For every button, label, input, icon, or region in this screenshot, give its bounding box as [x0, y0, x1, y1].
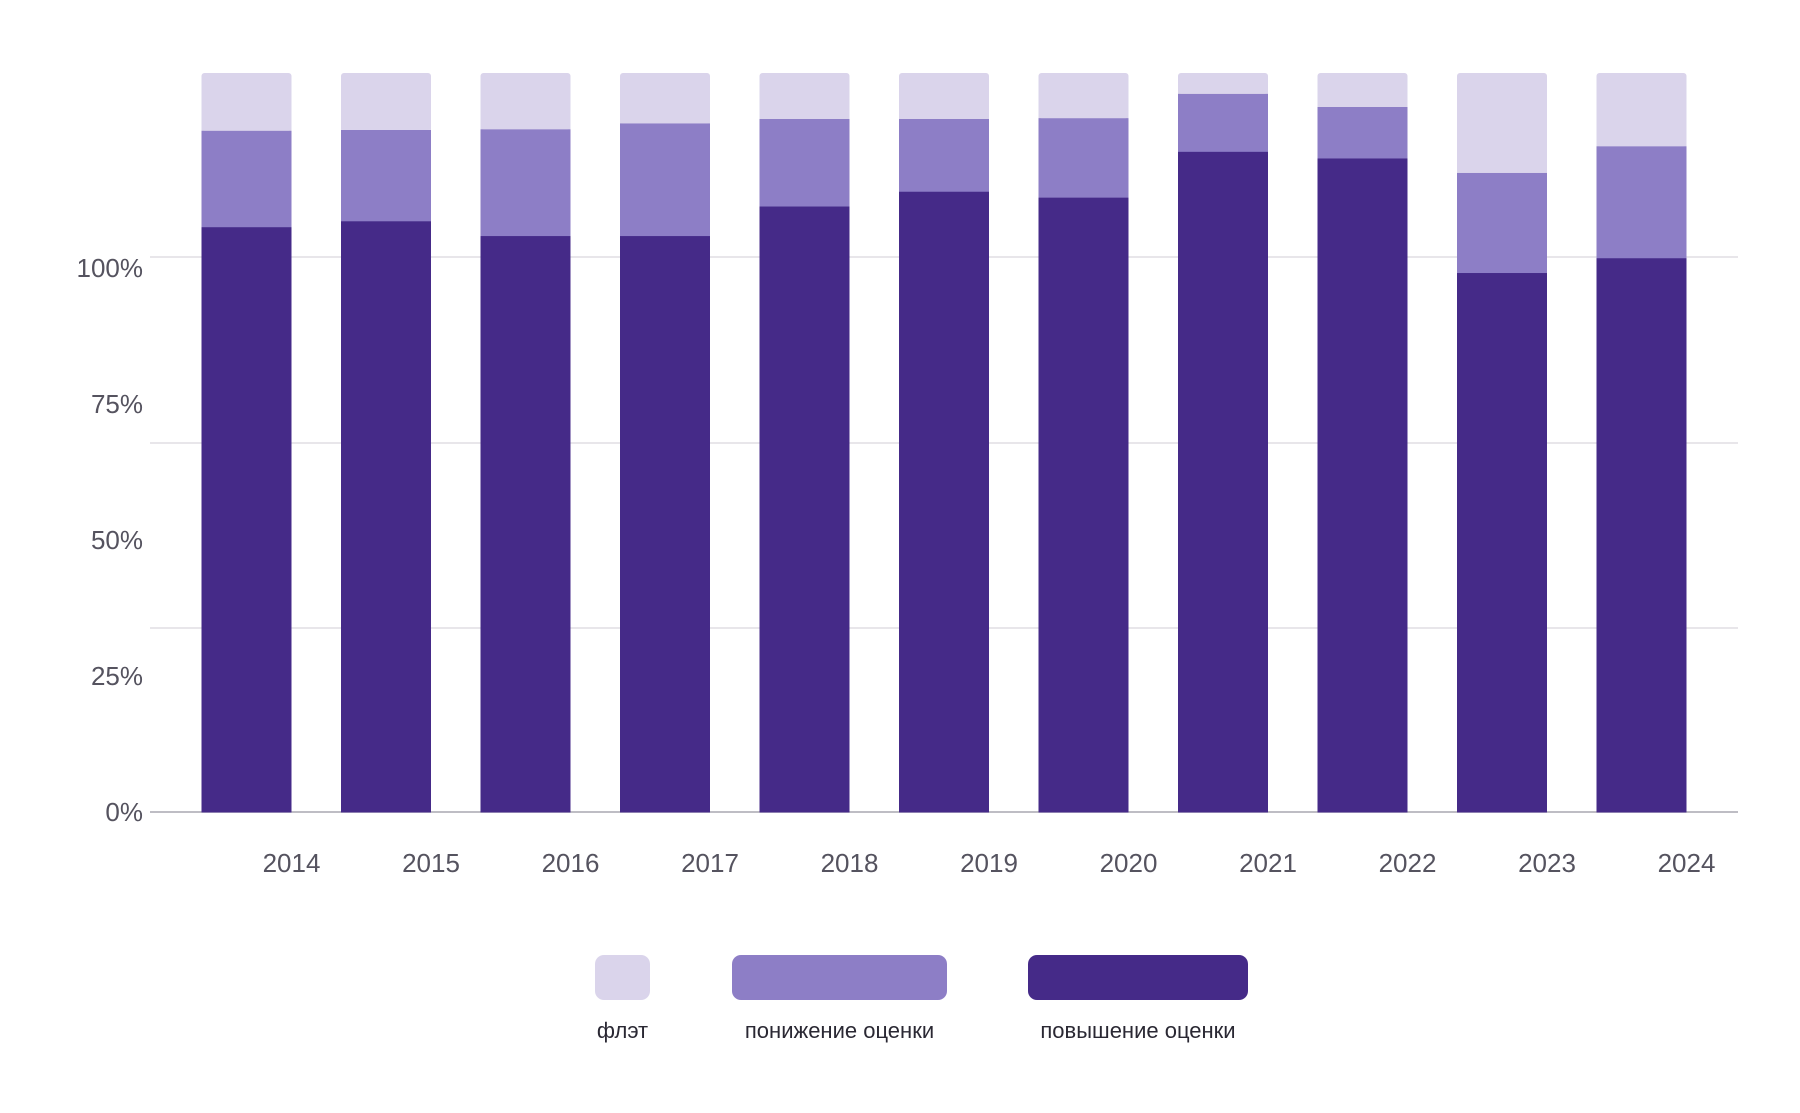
bar-segment [899, 118, 989, 192]
legend-label-upgrade: повышение оценки [1040, 1018, 1236, 1043]
bar-segment [1178, 93, 1268, 152]
bar-segment [759, 206, 850, 813]
bar-segment-fill [759, 77, 850, 119]
bar-segment [1038, 118, 1129, 198]
bars [201, 73, 1687, 813]
x-tick-label: 2019 [960, 848, 1018, 878]
bar-segment [1457, 272, 1547, 813]
x-tick-label: 2015 [402, 848, 460, 878]
bar-segment-fill [1457, 77, 1547, 173]
x-tick-label: 2018 [821, 848, 879, 878]
legend: флэт понижение оценки повышение оценки [0, 955, 1800, 1075]
bar-segment-fill [620, 77, 710, 124]
bar-segment [201, 130, 292, 228]
bar-segment-fill [341, 77, 431, 130]
x-axis: 2014 2015 2016 2017 2018 2019 2020 2021 2022 2023… [263, 848, 1716, 878]
x-tick-label: 2022 [1379, 848, 1437, 878]
bar-segment [1596, 257, 1687, 813]
legend-item-downgrade: понижение оценки [732, 955, 947, 1044]
y-tick-label: 0% [105, 797, 143, 827]
legend-item-upgrade: повышение оценки [1028, 955, 1248, 1044]
bar-segment-fill [480, 77, 571, 130]
x-tick-label: 2016 [542, 848, 600, 878]
legend-item-flat: флэт [595, 955, 650, 1044]
legend-label-flat: флэт [596, 1018, 649, 1043]
y-tick-label: 100% [77, 253, 144, 283]
x-tick-label: 2017 [681, 848, 739, 878]
bar-segment [480, 129, 571, 237]
bar-segment [759, 118, 850, 207]
bar-segment [620, 235, 710, 813]
bar-segment-fill [899, 77, 989, 119]
legend-swatch-downgrade [732, 955, 947, 1000]
y-tick-label: 25% [91, 661, 143, 691]
bar-segment-fill [1317, 77, 1408, 107]
bar-segment [899, 191, 989, 813]
bar-segment [1457, 172, 1547, 274]
bar-segment [341, 220, 431, 813]
bar-segment-fill [1038, 77, 1129, 119]
bar-segment [620, 123, 710, 237]
legend-label-downgrade: понижение оценки [744, 1018, 935, 1043]
bar-segment-fill [201, 77, 292, 131]
y-axis: 0% 25% 50% 75% 100% [77, 253, 144, 827]
bar-segment [1317, 106, 1408, 159]
x-tick-label: 2023 [1518, 848, 1576, 878]
x-tick-label: 2024 [1658, 848, 1716, 878]
x-tick-label: 2014 [263, 848, 321, 878]
stacked-bar-chart: 0% 25% 50% 75% 100% 2014 2015 2016 2017 2018 2019… [77, 73, 1738, 878]
y-tick-label: 75% [91, 389, 143, 419]
bar-segment [201, 226, 292, 813]
bar-segment [1596, 146, 1687, 259]
bar-segment [341, 129, 431, 222]
x-tick-label: 2020 [1100, 848, 1158, 878]
bar-segment [1178, 151, 1268, 813]
bar-segment [480, 235, 571, 813]
bar-segment [1038, 197, 1129, 813]
x-tick-label: 2021 [1239, 848, 1297, 878]
bar-segment-fill [1596, 77, 1687, 147]
y-tick-label: 50% [91, 525, 143, 555]
bar-segment [1317, 157, 1408, 813]
legend-swatch-flat [595, 955, 650, 1000]
legend-swatch-upgrade [1028, 955, 1248, 1000]
bar-segment-fill [1178, 77, 1268, 94]
